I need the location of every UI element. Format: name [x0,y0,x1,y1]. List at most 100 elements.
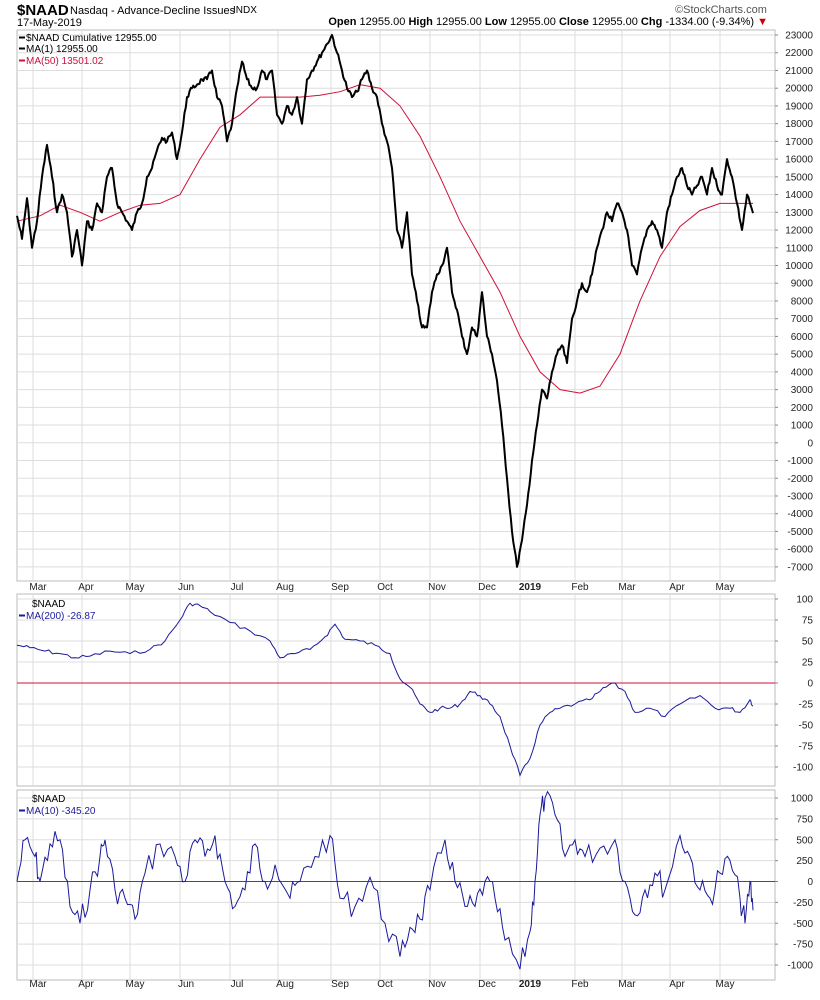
month-label: Sep [331,979,349,990]
month-label: May [126,582,145,593]
panel-2-frame [16,593,776,787]
month-label: Aug [276,582,294,593]
month-label: Apr [78,582,94,593]
month-label: Oct [377,582,393,593]
month-label: 2019 [519,979,542,990]
month-label: Feb [571,979,589,990]
y-tick-label: 750 [796,814,813,825]
y-tick-label: 20000 [785,84,813,95]
month-label: Mar [29,979,47,990]
month-label: Aug [276,979,294,990]
month-label: Jul [231,582,244,593]
y-tick-label: 19000 [785,101,813,112]
close-label: Close [558,16,589,28]
y-tick-label: 11000 [786,243,814,254]
y-tick-label: 23000 [785,31,813,42]
y-tick-label: -6000 [787,545,813,556]
month-label: Nov [428,979,446,990]
chart-header: $NAAD Nasdaq - Advance-Decline Issues IN… [0,0,820,30]
legend-entry: $NAAD [32,794,65,805]
y-tick-label: 250 [796,856,813,867]
y-tick-label: 50 [802,637,814,648]
month-label: Apr [78,979,94,990]
y-tick-label: 500 [796,835,813,846]
month-label: Mar [618,979,636,990]
y-tick-label: 9000 [791,279,814,290]
legend-entry: $NAAD [32,599,65,610]
y-tick-label: 21000 [785,66,813,77]
y-tick-label: 0 [807,679,813,690]
month-label: Mar [618,582,636,593]
y-tick-label: -50 [799,721,814,732]
y-tick-label: 17000 [785,137,813,148]
y-tick-label: 8000 [791,296,814,307]
month-label: Dec [478,979,496,990]
panel-3-frame [16,789,776,981]
month-label: Sep [331,582,349,593]
y-tick-label: -500 [793,919,813,930]
y-tick-label: -7000 [787,562,813,573]
legend-entry: $NAAD Cumulative 12955.00 [26,33,157,44]
y-tick-label: 7000 [791,314,814,325]
y-tick-label: -2000 [787,474,813,485]
ohlc-readout: Open 12955.00 High 12955.00 Low 12955.00… [328,16,768,28]
y-tick-label: 100 [796,595,813,606]
y-tick-label: 22000 [785,48,813,59]
symbol: $NAAD [17,2,69,19]
down-arrow-icon: ▼ [757,16,768,28]
low-value: 12955.00 [509,16,556,28]
month-label: Oct [377,979,393,990]
month-label: Jul [231,979,244,990]
y-tick-label: 0 [807,877,813,888]
y-tick-label: 13000 [785,208,813,219]
legend-entry: MA(10) -345.20 [26,806,96,817]
y-tick-label: 2000 [791,403,814,414]
low-label: Low [484,16,507,28]
y-tick-label: 25 [802,658,814,669]
y-tick-label: 15000 [785,172,813,183]
exchange: INDX [233,5,257,16]
y-tick-label: 5000 [791,350,814,361]
ma200-line [16,602,754,777]
month-label: Nov [428,582,446,593]
y-tick-label: -100 [793,763,813,774]
y-tick-label: 18000 [785,119,813,130]
month-label: May [126,979,145,990]
y-tick-label: 4000 [791,367,814,378]
month-label: Jun [178,582,194,593]
y-tick-label: -1000 [787,456,813,467]
y-tick-label: -25 [799,700,814,711]
panel-1-frame [16,29,776,582]
month-label: May [716,582,735,593]
naad-cumulative-line [16,34,754,568]
y-tick-label: -75 [799,742,814,753]
y-tick-label: -1000 [787,961,813,972]
chg-label: Chg [640,16,663,28]
month-label: Apr [669,582,685,593]
month-label: Jun [178,979,194,990]
y-tick-label: 12000 [785,226,813,237]
open-value: 12955.00 [359,16,406,28]
ma50-line [16,84,753,394]
ma10-line [16,790,754,970]
y-tick-label: -5000 [787,527,813,538]
month-label: Feb [571,582,589,593]
high-label: High [408,16,433,28]
month-label: 2019 [519,582,542,593]
brand-logo[interactable]: ©StockCharts.com [675,4,767,16]
y-tick-label: -3000 [787,491,813,502]
y-tick-label: 1000 [791,421,814,432]
y-tick-label: 16000 [785,155,813,166]
y-tick-label: -750 [793,940,813,951]
y-tick-label: -250 [793,898,813,909]
month-label: Dec [478,582,496,593]
month-label: Mar [29,582,47,593]
open-label: Open [328,16,357,28]
y-tick-label: 10000 [785,261,813,272]
close-value: 12955.00 [591,16,638,28]
high-value: 12955.00 [435,16,482,28]
month-label: May [716,979,735,990]
legend-entry: MA(200) -26.87 [26,611,96,622]
y-tick-label: -4000 [787,509,813,520]
